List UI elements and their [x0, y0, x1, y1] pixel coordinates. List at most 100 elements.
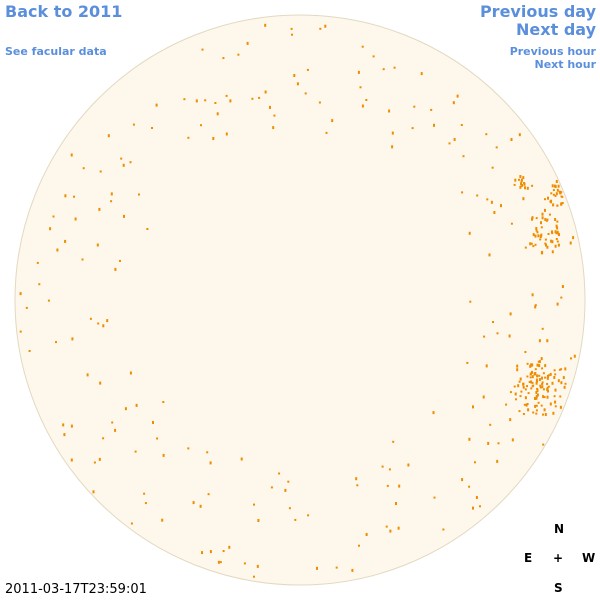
back-link[interactable]: Back to 2011	[5, 2, 123, 21]
next-hour-link[interactable]: Next hour	[534, 58, 597, 71]
facula	[544, 198, 546, 201]
facula	[556, 204, 559, 207]
facula	[206, 451, 209, 454]
previous-hour-link[interactable]: Previous hour	[509, 45, 596, 58]
facula	[407, 463, 410, 467]
facula	[99, 381, 102, 385]
facula	[529, 372, 532, 376]
facula	[540, 221, 542, 225]
facula	[483, 335, 486, 338]
facula	[535, 217, 538, 220]
facula	[47, 299, 50, 302]
facula	[535, 227, 538, 230]
facula	[536, 231, 539, 234]
facula	[81, 258, 84, 261]
facula	[130, 522, 133, 525]
facula	[82, 167, 85, 170]
facula	[73, 195, 75, 198]
facula	[433, 496, 436, 499]
facula	[124, 407, 127, 411]
facula	[251, 97, 254, 100]
facula	[485, 133, 488, 136]
facula	[324, 24, 327, 28]
facula	[453, 138, 456, 141]
facula	[460, 124, 463, 126]
facula	[386, 484, 389, 487]
facula	[563, 385, 566, 389]
facula	[287, 480, 290, 483]
facula	[89, 317, 92, 320]
facula	[542, 372, 545, 375]
facula	[551, 232, 554, 235]
facula	[522, 382, 525, 386]
facula	[243, 562, 246, 565]
facula	[536, 393, 539, 397]
facula	[229, 99, 232, 103]
facula	[398, 484, 401, 488]
facula	[114, 428, 117, 432]
facula	[508, 334, 511, 338]
facula	[497, 442, 500, 445]
facula	[524, 351, 527, 353]
facula	[56, 248, 59, 252]
facula	[496, 332, 499, 335]
facula	[541, 327, 544, 330]
facula	[253, 503, 255, 506]
facula	[129, 161, 132, 164]
facula	[518, 133, 521, 137]
facula	[535, 229, 538, 232]
facula	[553, 395, 556, 398]
facula	[518, 178, 520, 181]
facula	[572, 236, 575, 240]
facula	[536, 374, 539, 378]
facula	[544, 242, 547, 245]
facula	[546, 218, 549, 221]
facula	[540, 226, 543, 229]
facula	[273, 114, 276, 117]
facula	[564, 367, 567, 371]
facula	[493, 211, 496, 214]
facula	[294, 518, 297, 521]
facula	[486, 198, 489, 201]
facula	[541, 385, 544, 389]
facula	[547, 233, 550, 235]
facula	[534, 397, 536, 400]
facula	[535, 395, 538, 399]
facular-link[interactable]: See facular data	[5, 45, 107, 58]
facula	[550, 201, 552, 204]
facula	[560, 368, 563, 371]
next-day-link[interactable]: Next day	[516, 20, 596, 39]
facula	[536, 379, 538, 383]
facula	[539, 235, 542, 238]
facula	[351, 568, 354, 572]
facula	[561, 285, 564, 288]
facula	[551, 184, 554, 188]
facula	[546, 388, 549, 391]
facula	[529, 242, 532, 246]
facula	[544, 364, 547, 368]
facula	[187, 136, 190, 139]
facula	[546, 376, 549, 380]
facula	[520, 182, 522, 186]
facula	[542, 395, 545, 399]
facula	[209, 461, 212, 465]
facula	[107, 134, 110, 138]
facula	[559, 395, 562, 398]
facula	[553, 369, 556, 372]
previous-day-link[interactable]: Previous day	[479, 2, 596, 21]
facula	[187, 447, 190, 450]
facula	[432, 411, 435, 415]
facula	[201, 551, 203, 555]
facula	[472, 506, 474, 510]
facula	[143, 492, 146, 495]
facula	[556, 230, 559, 234]
facula	[538, 339, 541, 343]
facula	[513, 385, 516, 388]
facula	[543, 396, 546, 399]
facula	[547, 385, 550, 388]
facula	[199, 504, 202, 508]
facula	[479, 505, 481, 508]
facula	[195, 99, 198, 103]
facula	[533, 372, 536, 376]
facula	[183, 98, 186, 101]
